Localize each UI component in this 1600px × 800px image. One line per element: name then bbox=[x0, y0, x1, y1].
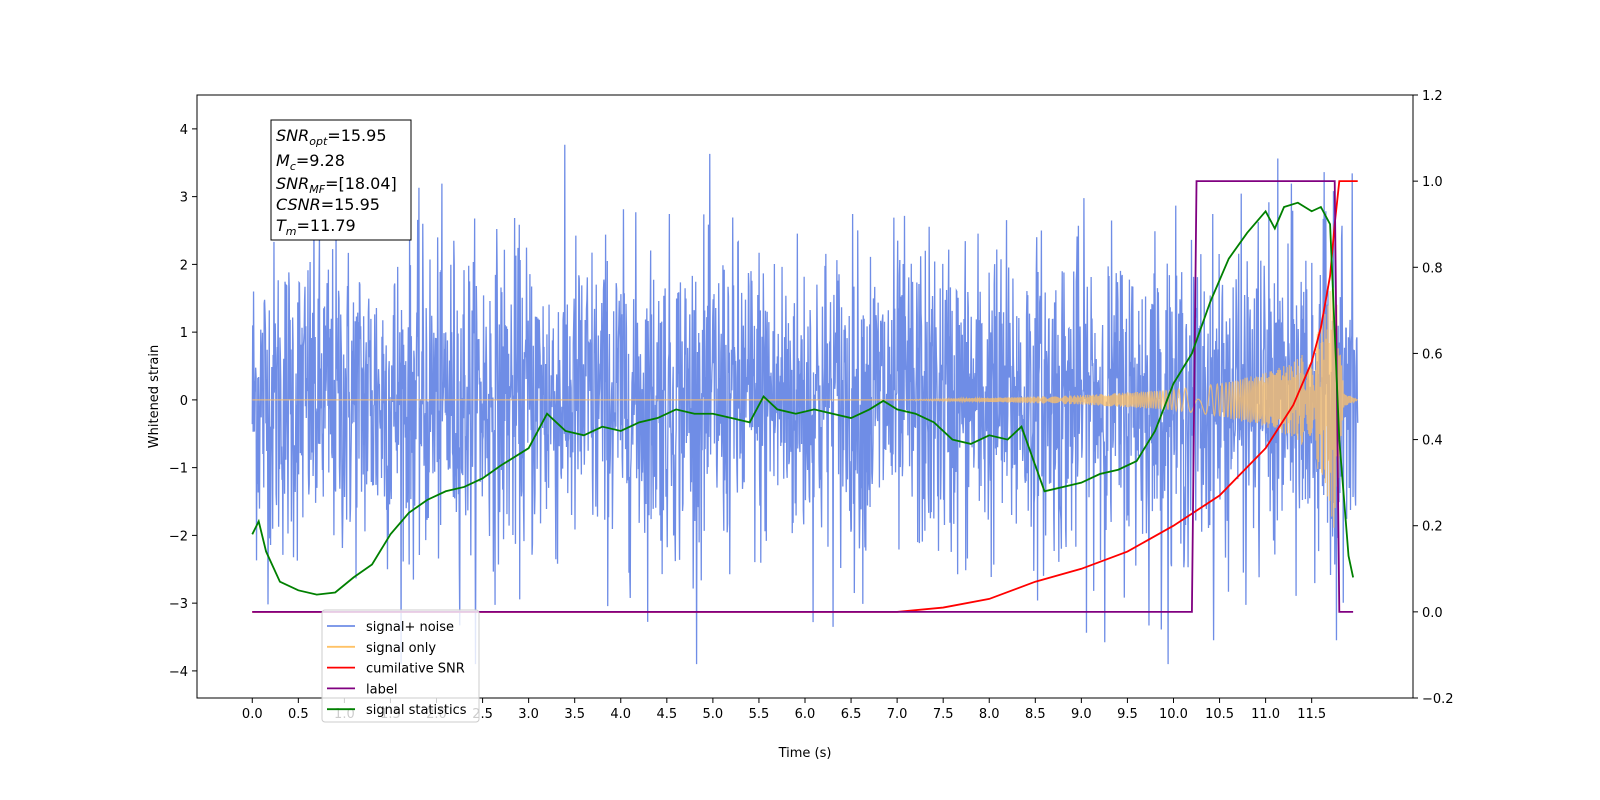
x-tick-label: 8.0 bbox=[979, 707, 1000, 722]
y-right-tick-label: 0.0 bbox=[1422, 606, 1443, 621]
x-tick-label: 4.5 bbox=[656, 707, 677, 722]
y-axis-label: Whitened strain bbox=[147, 345, 162, 448]
x-axis-label: Time (s) bbox=[778, 746, 832, 761]
y-right-tick-label: 0.6 bbox=[1422, 347, 1443, 362]
y-right-tick-label: 0.4 bbox=[1422, 434, 1443, 449]
x-tick-label: 0.5 bbox=[288, 707, 309, 722]
y-axis-left: 4 3 2 1 0 −1 −2 −3 −4 bbox=[169, 123, 197, 680]
x-tick-label: 10.5 bbox=[1205, 707, 1234, 722]
x-tick-label: 9.5 bbox=[1117, 707, 1138, 722]
y-left-tick-label: −3 bbox=[169, 597, 188, 612]
x-tick-label: 4.0 bbox=[610, 707, 631, 722]
y-left-tick-label: 0 bbox=[180, 394, 188, 409]
series-label bbox=[252, 180, 1354, 613]
x-tick-label: 11.5 bbox=[1297, 707, 1326, 722]
info-snr-opt: SNRopt=15.95 bbox=[276, 126, 387, 148]
x-tick-label: 7.0 bbox=[887, 707, 908, 722]
x-tick-label: 0.0 bbox=[242, 707, 263, 722]
y-right-tick-label: 0.2 bbox=[1422, 520, 1443, 535]
x-tick-label: 11.0 bbox=[1251, 707, 1280, 722]
series-signal-statistics bbox=[251, 201, 1355, 596]
y-right-tick-label: −0.2 bbox=[1422, 692, 1454, 707]
x-tick-label: 3.0 bbox=[518, 707, 539, 722]
legend-label: signal statistics bbox=[366, 703, 467, 718]
x-tick-label: 7.5 bbox=[933, 707, 954, 722]
info-snr-mf: SNRMF=[18.04] bbox=[276, 174, 397, 196]
x-tick-label: 6.0 bbox=[795, 707, 816, 722]
x-tick-label: 5.0 bbox=[703, 707, 724, 722]
x-tick-label: 10.0 bbox=[1159, 707, 1188, 722]
y-left-tick-label: −1 bbox=[169, 462, 188, 477]
y-right-tick-label: 1.2 bbox=[1422, 89, 1443, 104]
legend-box bbox=[321, 609, 480, 723]
legend: signal+ noise signal only cumilative SNR la… bbox=[321, 609, 480, 723]
legend-label: cumilative SNR bbox=[366, 662, 465, 677]
info-mc: Mc=9.28 bbox=[276, 151, 345, 173]
y-left-tick-label: −4 bbox=[169, 665, 188, 680]
y-left-tick-label: −2 bbox=[169, 529, 188, 544]
info-csnr: CSNR=15.95 bbox=[276, 195, 380, 214]
x-tick-label: 6.5 bbox=[841, 707, 862, 722]
x-tick-label: 8.5 bbox=[1025, 707, 1046, 722]
plot-frame bbox=[196, 94, 1414, 699]
y-left-tick-label: 2 bbox=[180, 258, 188, 273]
x-tick-label: 9.0 bbox=[1071, 707, 1092, 722]
x-tick-label: 3.5 bbox=[564, 707, 585, 722]
y-left-tick-label: 4 bbox=[180, 123, 188, 138]
info-box: SNRopt=15.95 Mc=9.28 SNRMF=[18.04] CSNR=… bbox=[270, 119, 412, 241]
legend-label: signal only bbox=[366, 641, 436, 656]
legend-label: label bbox=[366, 682, 397, 697]
x-tick-label: 5.5 bbox=[749, 707, 770, 722]
y-right-tick-label: 0.8 bbox=[1422, 261, 1443, 276]
y-left-tick-label: 3 bbox=[180, 191, 188, 206]
legend-label: signal+ noise bbox=[366, 620, 454, 635]
y-left-tick-label: 1 bbox=[180, 326, 188, 341]
series-signal-only bbox=[252, 281, 1358, 528]
y-right-tick-label: 1.0 bbox=[1422, 175, 1443, 190]
y-axis-right: 1.2 1.0 0.8 0.6 0.4 0.2 0.0 −0.2 bbox=[1413, 89, 1454, 707]
info-tm: Tm=11.79 bbox=[276, 216, 356, 238]
